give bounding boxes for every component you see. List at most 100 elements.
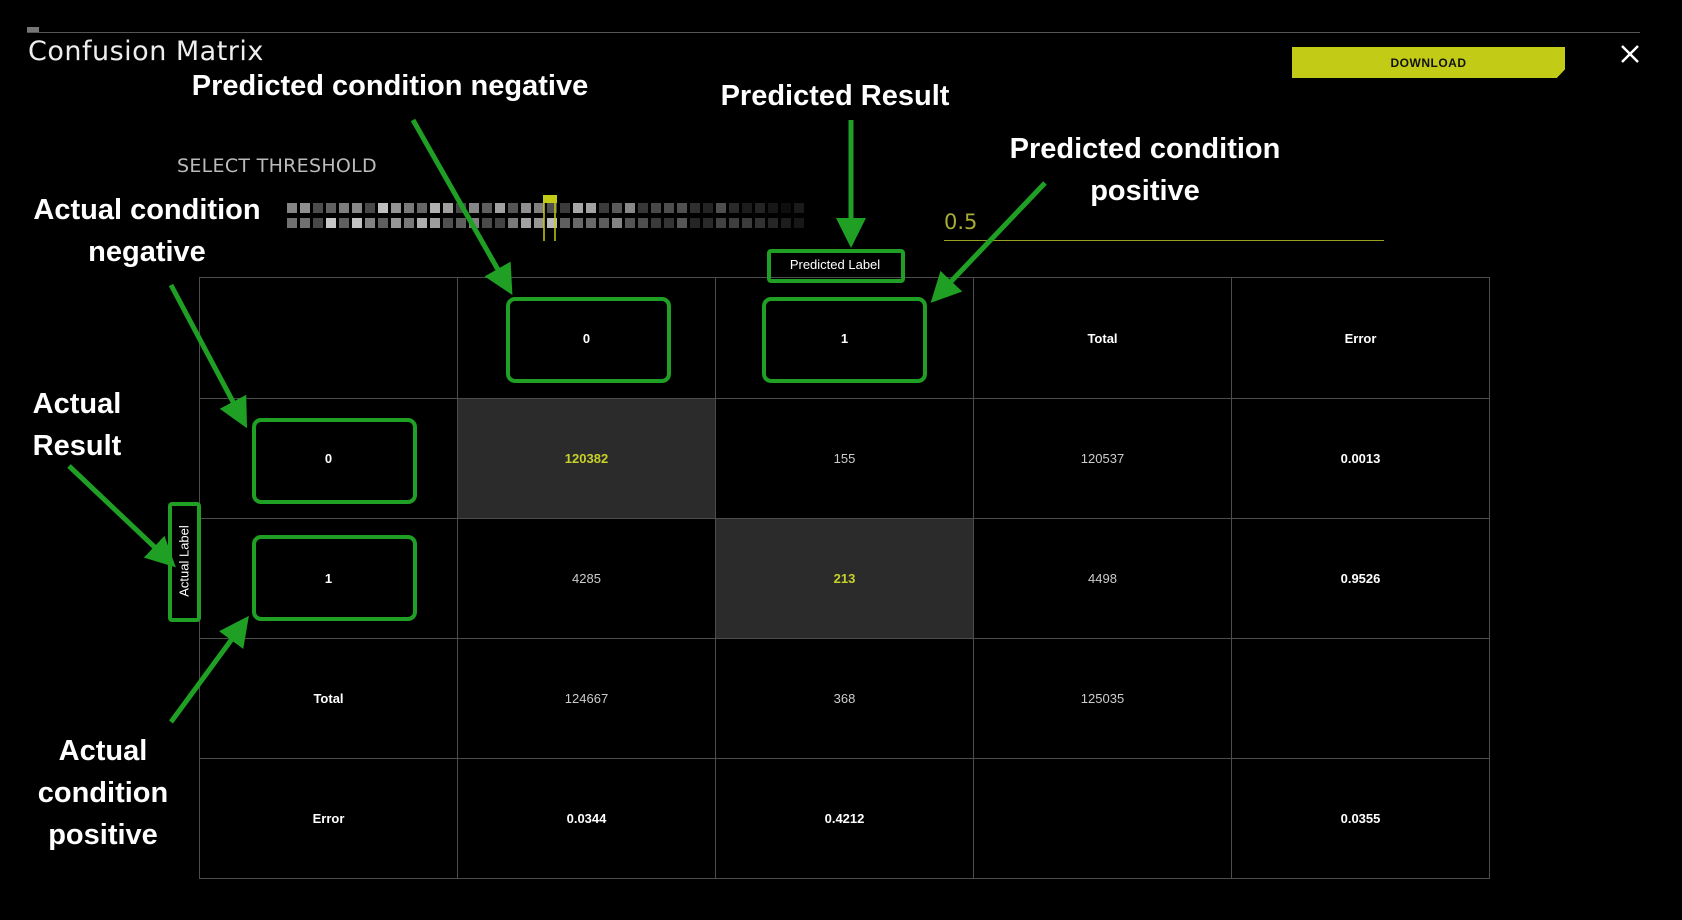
histogram-cell: [677, 218, 687, 228]
histogram-cell: [469, 203, 479, 213]
cell-empty: [973, 758, 1232, 879]
histogram-cell: [573, 218, 583, 228]
cell-col-total: 124667: [457, 638, 716, 759]
histogram-cell: [443, 218, 453, 228]
histogram-cell: [430, 203, 440, 213]
histogram-cell: [651, 203, 661, 213]
histogram-cell: [430, 218, 440, 228]
histogram-cell: [391, 218, 401, 228]
table-row: 0 120382 155 120537 0.0013: [199, 398, 1490, 519]
cell-col-total: 368: [715, 638, 974, 759]
histogram-cell: [547, 218, 557, 228]
cell-false-positive: 155: [715, 398, 974, 519]
threshold-label: SELECT THRESHOLD: [177, 155, 377, 177]
histogram-cell: [599, 203, 609, 213]
histogram-cell: [404, 218, 414, 228]
download-button[interactable]: DOWNLOAD: [1292, 47, 1565, 78]
histogram-cell: [326, 203, 336, 213]
histogram-cell: [586, 218, 596, 228]
annotation-act-positive: Actual condition positive: [23, 730, 183, 856]
histogram-cell: [573, 203, 583, 213]
histogram-cell: [287, 203, 297, 213]
annotation-line: positive: [48, 819, 158, 851]
cell-overall-error: 0.0355: [1231, 758, 1490, 879]
histogram-cell: [313, 203, 323, 213]
histogram-cell: [625, 218, 635, 228]
histogram-cell: [378, 218, 388, 228]
histogram-cell: [625, 203, 635, 213]
header-error: Error: [1231, 277, 1490, 399]
header-total: Total: [973, 277, 1232, 399]
histogram-cell: [404, 203, 414, 213]
cell-row-error: 0.0013: [1231, 398, 1490, 519]
cell-row-total: 120537: [973, 398, 1232, 519]
arrow-act-result: [67, 464, 176, 568]
annotation-line: Actual: [32, 388, 122, 420]
histogram-cell: [495, 218, 505, 228]
histogram-cell: [521, 203, 531, 213]
histogram-cell: [495, 203, 505, 213]
histogram-cell: [547, 203, 557, 213]
histogram-cell: [742, 203, 752, 213]
close-button[interactable]: [1614, 38, 1646, 70]
histogram-cell: [378, 203, 388, 213]
histogram-cell: [716, 203, 726, 213]
cell-empty: [1231, 638, 1490, 759]
threshold-input[interactable]: 0.5: [944, 210, 1384, 241]
histogram-cell: [287, 218, 297, 228]
highlight-box-actual-label: [168, 502, 201, 622]
threshold-histogram-slider[interactable]: [287, 195, 847, 241]
histogram-cell: [456, 203, 466, 213]
highlight-box-pred-0: [506, 297, 671, 383]
annotation-pred-negative: Predicted condition negative: [191, 70, 589, 102]
annotation-line: Result: [32, 430, 122, 462]
histogram-cell: [716, 218, 726, 228]
cell-row-error: 0.9526: [1231, 518, 1490, 639]
cell-grand-total: 125035: [973, 638, 1232, 759]
histogram-cell: [339, 203, 349, 213]
header-corner-cell: [199, 277, 458, 399]
histogram-cell: [794, 203, 804, 213]
histogram-cell: [560, 218, 570, 228]
highlight-box-predicted-label: [767, 249, 905, 283]
predicted-label-axis: Predicted Label: [789, 257, 881, 272]
histogram-cell: [664, 203, 674, 213]
histogram-cell: [612, 203, 622, 213]
cell-true-positive: 213: [715, 518, 974, 639]
histogram-cell: [482, 218, 492, 228]
histogram-cell: [755, 218, 765, 228]
histogram-cell: [703, 203, 713, 213]
histogram-cell: [651, 218, 661, 228]
histogram-cell: [560, 203, 570, 213]
histogram-cell: [781, 218, 791, 228]
histogram-cell: [599, 218, 609, 228]
close-icon: [1621, 45, 1639, 63]
histogram-cell: [638, 203, 648, 213]
highlight-box-actual-0: [252, 418, 417, 504]
annotation-act-negative: Actual condition negative: [22, 189, 272, 273]
annotation-pred-positive: Predicted condition positive: [990, 128, 1300, 212]
histogram-cell: [638, 218, 648, 228]
histogram-cell: [703, 218, 713, 228]
cell-col-error: 0.4212: [715, 758, 974, 879]
histogram-cell: [521, 218, 531, 228]
histogram-cell: [768, 218, 778, 228]
histogram-cell: [586, 203, 596, 213]
histogram-cell: [417, 203, 427, 213]
row-label-error: Error: [199, 758, 458, 879]
histogram-cell: [508, 218, 518, 228]
cell-false-negative: 4285: [457, 518, 716, 639]
histogram-cell: [729, 203, 739, 213]
slider-handle[interactable]: [543, 195, 557, 203]
histogram-cell: [443, 203, 453, 213]
histogram-cell: [534, 218, 544, 228]
histogram-cell: [482, 203, 492, 213]
histogram-cell: [755, 203, 765, 213]
cell-row-total: 4498: [973, 518, 1232, 639]
histogram-cell: [365, 203, 375, 213]
cell-col-error: 0.0344: [457, 758, 716, 879]
histogram-cell: [742, 218, 752, 228]
annotation-line: condition: [37, 777, 169, 809]
histogram-cell: [781, 203, 791, 213]
histogram-cell: [326, 218, 336, 228]
